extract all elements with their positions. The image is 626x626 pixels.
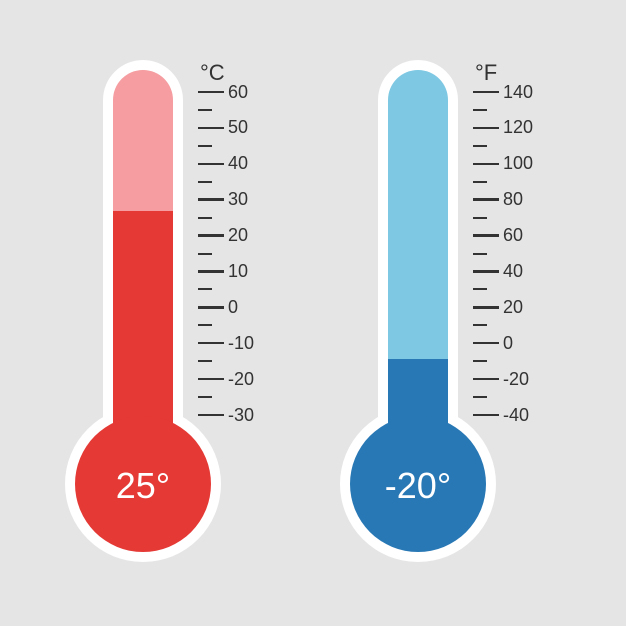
tick-major-mark xyxy=(473,127,499,130)
tick-minor-mark xyxy=(473,145,487,147)
tick-minor-mark xyxy=(198,181,212,183)
celsius-tick: 10 xyxy=(198,262,248,280)
fahrenheit-tick: 100 xyxy=(473,155,533,173)
celsius-tick: 20 xyxy=(198,227,248,245)
tick-minor-mark xyxy=(198,396,212,398)
tick-major-mark xyxy=(473,234,499,237)
tick-label: 120 xyxy=(503,117,533,138)
tick-major-mark xyxy=(198,91,224,94)
tick-label: 60 xyxy=(228,82,248,103)
tick-major-mark xyxy=(473,378,499,381)
tick-minor-mark xyxy=(198,324,212,326)
tick-label: -40 xyxy=(503,405,529,426)
tick-label: 30 xyxy=(228,189,248,210)
tick-label: 50 xyxy=(228,117,248,138)
tick-label: -10 xyxy=(228,333,254,354)
celsius-tick: -30 xyxy=(198,406,254,424)
tick-major-mark xyxy=(198,342,224,345)
fahrenheit-tick: 80 xyxy=(473,191,523,209)
fahrenheit-tick: -20 xyxy=(473,370,529,388)
tick-minor-mark xyxy=(198,109,212,111)
celsius-tick: 40 xyxy=(198,155,248,173)
tick-major-mark xyxy=(198,127,224,130)
fahrenheit-tick: 140 xyxy=(473,83,533,101)
tick-major-mark xyxy=(473,270,499,273)
tick-label: 10 xyxy=(228,261,248,282)
fahrenheit-temperature-value: -20° xyxy=(350,465,486,507)
tick-major-mark xyxy=(473,91,499,94)
fahrenheit-tick: 60 xyxy=(473,227,523,245)
tick-major-mark xyxy=(198,414,224,417)
tick-minor-mark xyxy=(473,181,487,183)
tick-minor-mark xyxy=(198,217,212,219)
tick-major-mark xyxy=(198,378,224,381)
tick-minor-mark xyxy=(198,288,212,290)
tick-label: 100 xyxy=(503,153,533,174)
tick-label: 0 xyxy=(503,333,513,354)
tick-minor-mark xyxy=(473,324,487,326)
tick-major-mark xyxy=(198,163,224,166)
tick-major-mark xyxy=(198,270,224,273)
tick-minor-mark xyxy=(473,288,487,290)
tick-label: 60 xyxy=(503,225,523,246)
tick-major-mark xyxy=(198,306,224,309)
tick-label: 140 xyxy=(503,82,533,103)
tick-label: 20 xyxy=(503,297,523,318)
celsius-tick: 60 xyxy=(198,83,248,101)
celsius-tick: -10 xyxy=(198,334,254,352)
tick-label: -30 xyxy=(228,405,254,426)
tick-label: 20 xyxy=(228,225,248,246)
tick-major-mark xyxy=(473,342,499,345)
fahrenheit-tick: -40 xyxy=(473,406,529,424)
tick-minor-mark xyxy=(473,360,487,362)
tick-label: 0 xyxy=(228,297,238,318)
tick-minor-mark xyxy=(198,253,212,255)
tick-minor-mark xyxy=(473,109,487,111)
fahrenheit-tick: 20 xyxy=(473,298,523,316)
tick-label: -20 xyxy=(228,369,254,390)
tick-minor-mark xyxy=(473,253,487,255)
tick-label: 80 xyxy=(503,189,523,210)
tick-minor-mark xyxy=(198,145,212,147)
tick-major-mark xyxy=(473,414,499,417)
tick-minor-mark xyxy=(473,396,487,398)
tick-major-mark xyxy=(198,198,224,201)
celsius-tick: 50 xyxy=(198,119,248,137)
celsius-temperature-value: 25° xyxy=(75,465,211,507)
tick-major-mark xyxy=(473,198,499,201)
tick-major-mark xyxy=(473,163,499,166)
tick-minor-mark xyxy=(198,360,212,362)
fahrenheit-tick: 40 xyxy=(473,262,523,280)
tick-label: -20 xyxy=(503,369,529,390)
celsius-tick: 0 xyxy=(198,298,238,316)
fahrenheit-tick: 120 xyxy=(473,119,533,137)
tick-label: 40 xyxy=(503,261,523,282)
fahrenheit-tick: 0 xyxy=(473,334,513,352)
tick-major-mark xyxy=(198,234,224,237)
tick-minor-mark xyxy=(473,217,487,219)
tick-label: 40 xyxy=(228,153,248,174)
tick-major-mark xyxy=(473,306,499,309)
celsius-tick: 30 xyxy=(198,191,248,209)
celsius-tick: -20 xyxy=(198,370,254,388)
